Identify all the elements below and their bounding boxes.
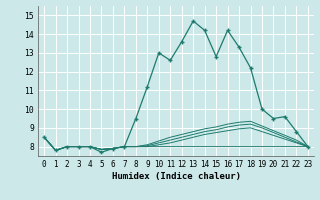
X-axis label: Humidex (Indice chaleur): Humidex (Indice chaleur) [111,172,241,181]
